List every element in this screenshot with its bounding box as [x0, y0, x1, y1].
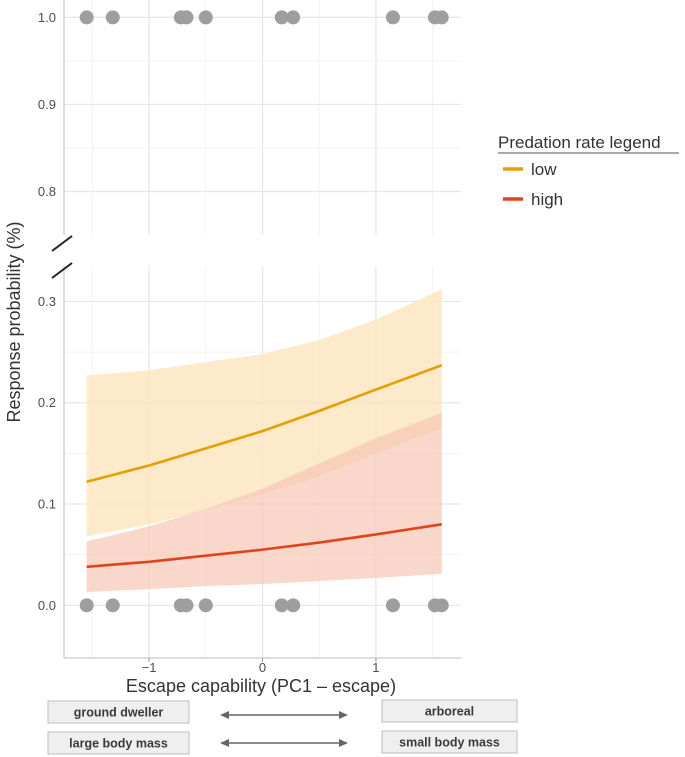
- observation-point: [286, 598, 301, 613]
- fitted-line-high: [86, 523, 442, 569]
- trait-annotations: ground dweller arboreal large body mass …: [47, 699, 518, 755]
- observation-point: [198, 10, 213, 25]
- axis-break-slash-lower: [51, 262, 73, 279]
- fitted-line-low: [86, 364, 443, 484]
- axes: 0.8 0.9 1.0 0.0 0.1 0.2 0.3 −1 0 1: [38, 0, 461, 675]
- observation-point: [385, 598, 400, 613]
- legend: Predation rate legend low high: [498, 133, 679, 209]
- x-tick-label: 1: [372, 660, 379, 675]
- large-body-mass-box: [47, 731, 190, 755]
- body-mass-double-arrow: [220, 739, 348, 747]
- ground-dweller-label: ground dweller: [74, 706, 164, 720]
- observation-point: [274, 598, 289, 613]
- y-tick-label: 1.0: [38, 10, 56, 25]
- observation-point: [434, 10, 449, 25]
- observation-points: [79, 10, 449, 613]
- y-tick-label: 0.0: [38, 598, 56, 613]
- x-tick-label: −1: [142, 660, 157, 675]
- y-tick-label: 0.2: [38, 395, 56, 410]
- ground-dweller-box: [47, 700, 190, 724]
- y-tick-label: 0.3: [38, 294, 56, 309]
- y-tick-label: 0.8: [38, 184, 56, 199]
- observation-point: [179, 10, 194, 25]
- y-tick-label: 0.1: [38, 497, 56, 512]
- observation-point: [385, 10, 400, 25]
- arboreal-label: arboreal: [425, 705, 474, 719]
- confidence-bands: [86, 289, 442, 593]
- habitat-double-arrow: [220, 711, 348, 719]
- arboreal-box: [381, 699, 518, 723]
- large-body-mass-label: large body mass: [69, 737, 168, 751]
- legend-label-high: high: [531, 190, 563, 209]
- y-axis-title: Response probability (%): [4, 221, 24, 422]
- small-body-mass-label: small body mass: [399, 736, 500, 750]
- ribbon-low: [86, 289, 442, 537]
- observation-point: [79, 10, 94, 25]
- legend-label-low: low: [531, 160, 557, 179]
- legend-title: Predation rate legend: [498, 133, 661, 152]
- x-axis-title: Escape capability (PC1 – escape): [126, 676, 396, 696]
- ribbon-high: [86, 412, 442, 593]
- observation-point: [105, 10, 120, 25]
- x-tick-label: 0: [259, 660, 266, 675]
- axis-break-slash-upper: [51, 235, 73, 252]
- small-body-mass-box: [381, 730, 518, 754]
- observation-point: [274, 10, 289, 25]
- observation-point: [105, 598, 120, 613]
- observation-point: [286, 10, 301, 25]
- observation-point: [198, 598, 213, 613]
- observation-point: [434, 598, 449, 613]
- fitted-lines: [86, 364, 443, 569]
- axis-break-marks: [51, 235, 73, 279]
- observation-point: [79, 598, 94, 613]
- observation-point: [179, 598, 194, 613]
- y-tick-label: 0.9: [38, 97, 56, 112]
